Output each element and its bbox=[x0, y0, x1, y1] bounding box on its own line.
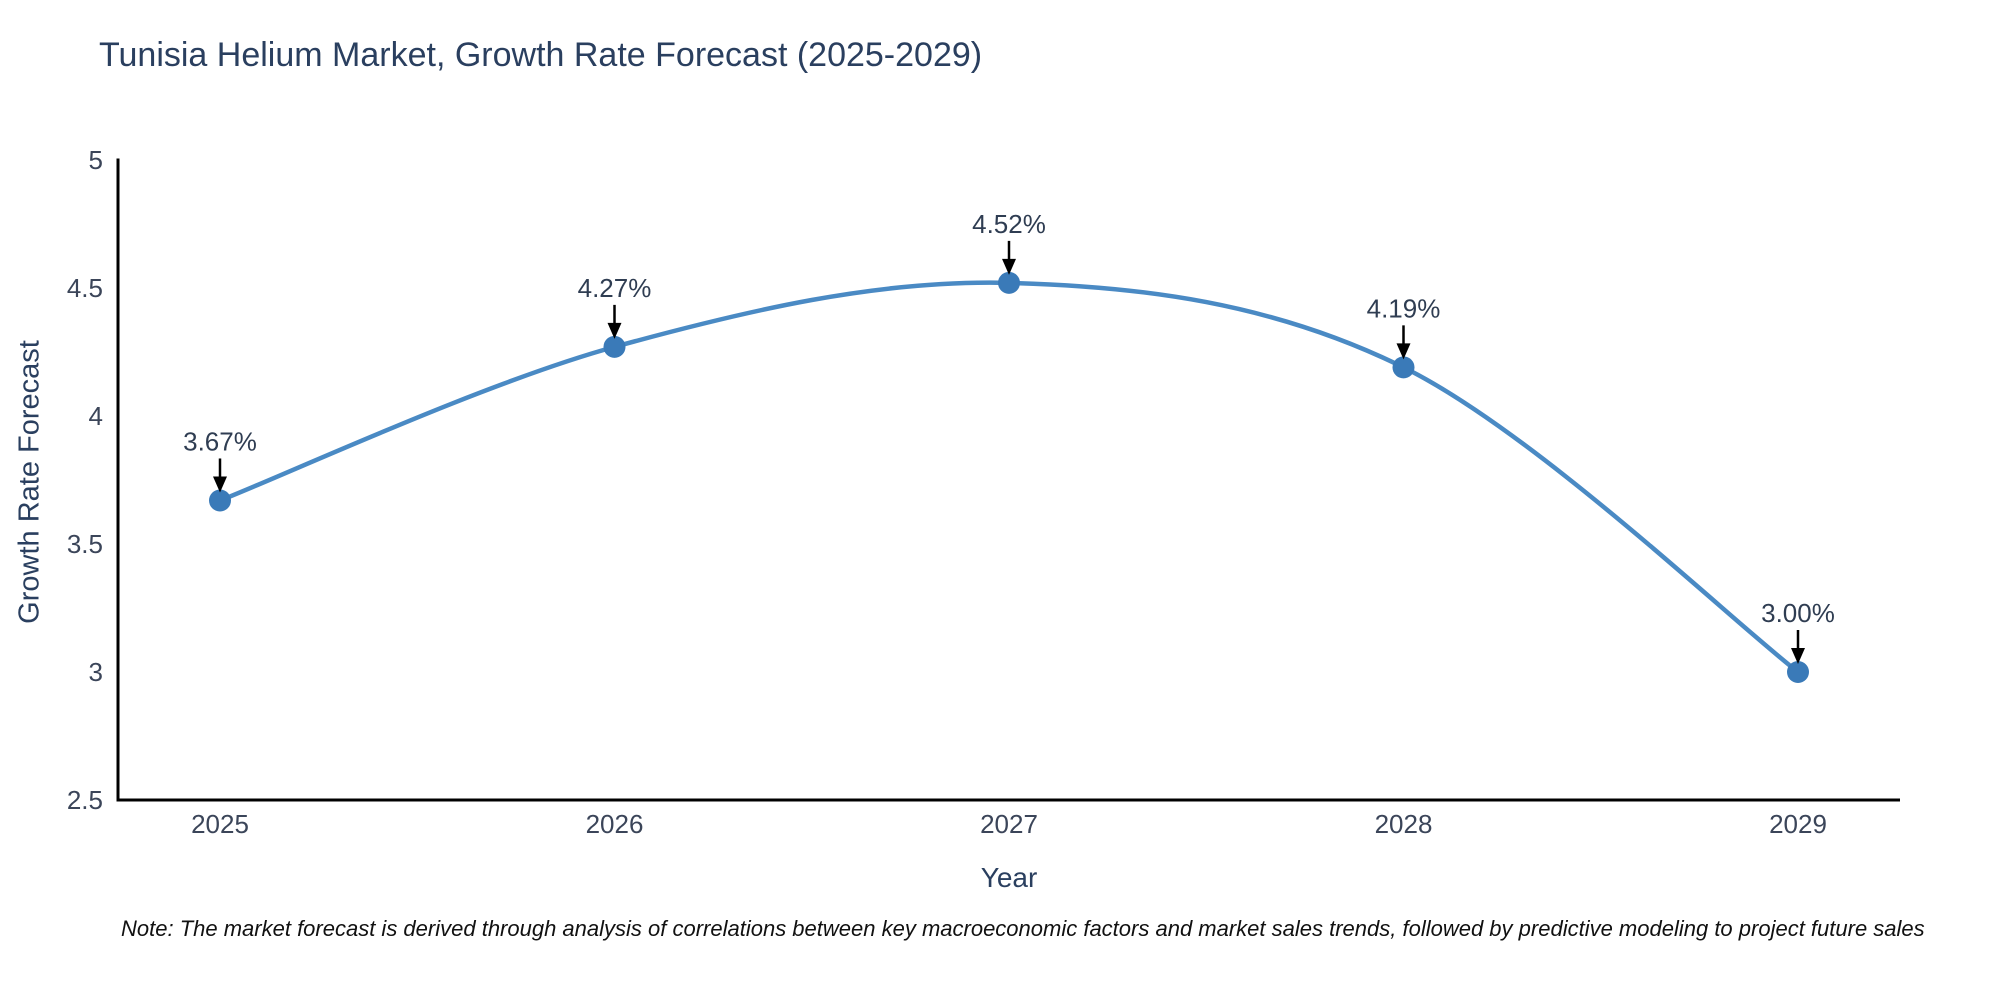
data-point-marker bbox=[998, 271, 1020, 294]
data-point-marker bbox=[1787, 661, 1809, 683]
x-tick-label: 2025 bbox=[191, 809, 249, 839]
data-point-marker bbox=[1392, 356, 1415, 379]
y-tick-label: 5 bbox=[89, 145, 103, 175]
data-point-marker bbox=[603, 335, 626, 358]
y-tick-label: 2.5 bbox=[67, 785, 103, 815]
data-point-label: 4.52% bbox=[972, 209, 1046, 239]
y-tick-label: 3 bbox=[89, 657, 103, 687]
annotation-arrowhead bbox=[1396, 343, 1411, 360]
data-point-label: 4.27% bbox=[578, 273, 652, 303]
forecast-line bbox=[217, 280, 1801, 675]
x-tick-label: 2028 bbox=[1375, 809, 1433, 839]
annotation-arrowhead bbox=[1002, 258, 1016, 275]
data-point-label: 3.67% bbox=[183, 426, 257, 456]
y-tick-label: 3.5 bbox=[67, 529, 103, 559]
x-axis-title: Year bbox=[980, 862, 1038, 893]
chart-title: Tunisia Helium Market, Growth Rate Forec… bbox=[99, 36, 983, 74]
x-tick-label: 2026 bbox=[586, 809, 644, 839]
data-point-label: 4.19% bbox=[1367, 293, 1441, 323]
data-point-marker bbox=[209, 489, 231, 512]
y-tick-label: 4 bbox=[89, 401, 103, 431]
data-point-label: 3.00% bbox=[1761, 598, 1835, 628]
annotation-arrowhead bbox=[213, 476, 227, 493]
annotation-arrowhead bbox=[1791, 648, 1805, 664]
annotation-arrowhead bbox=[607, 322, 622, 339]
y-tick-label: 4.5 bbox=[67, 273, 103, 303]
x-tick-label: 2029 bbox=[1769, 809, 1827, 839]
chart-note: Note: The market forecast is derived thr… bbox=[121, 916, 1925, 941]
x-tick-label: 2027 bbox=[980, 809, 1038, 839]
